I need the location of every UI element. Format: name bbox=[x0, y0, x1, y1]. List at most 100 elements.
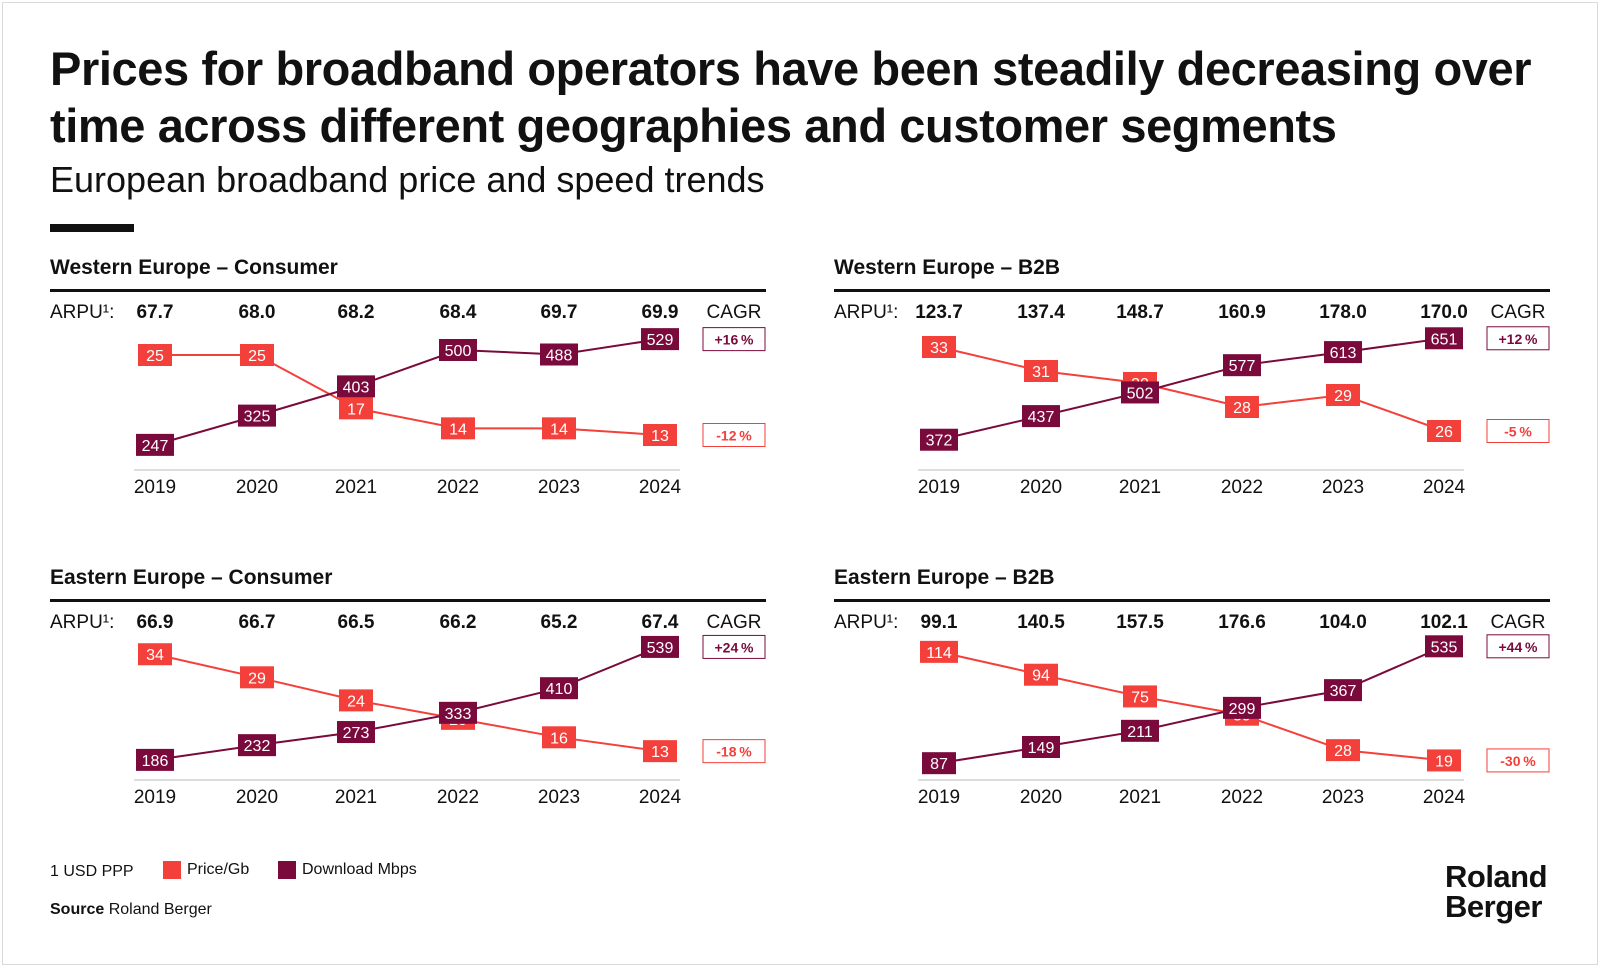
page-subtitle: European broadband price and speed trend… bbox=[50, 159, 765, 200]
data-point-price: 31 bbox=[1024, 360, 1058, 382]
data-label-box bbox=[138, 643, 172, 666]
logo-line-2: Berger bbox=[1445, 889, 1542, 924]
data-label: 24 bbox=[347, 693, 365, 710]
data-point-download: 299 bbox=[1223, 696, 1261, 719]
x-tick-label: 2019 bbox=[918, 477, 960, 498]
data-label-box bbox=[643, 740, 677, 763]
arpu-label: ARPU¹: bbox=[50, 302, 115, 323]
arpu-label: ARPU¹: bbox=[834, 302, 899, 323]
page-title: Prices for broadband operators have been… bbox=[50, 42, 1532, 152]
data-point-download: 535 bbox=[1425, 635, 1463, 658]
data-point-download: 87 bbox=[922, 752, 956, 775]
data-label: 14 bbox=[550, 421, 568, 438]
data-label: 186 bbox=[142, 753, 169, 770]
data-point-price: 114 bbox=[920, 640, 958, 663]
data-label-box bbox=[1022, 405, 1060, 428]
data-label-box bbox=[1225, 396, 1259, 418]
data-point-download: 502 bbox=[1121, 381, 1159, 404]
data-label: 29 bbox=[248, 670, 266, 687]
data-label-box bbox=[339, 689, 373, 712]
data-label: 16 bbox=[550, 730, 568, 747]
cagr-header: CAGR bbox=[1490, 302, 1546, 323]
data-label-box bbox=[542, 417, 576, 440]
data-label-box bbox=[1326, 739, 1360, 762]
series-line-price bbox=[154, 653, 661, 753]
x-tick-label: 2024 bbox=[1423, 477, 1466, 498]
data-label: 114 bbox=[926, 645, 952, 662]
data-label: 87 bbox=[930, 756, 948, 773]
data-label-box bbox=[641, 328, 679, 351]
data-point-price: 16 bbox=[542, 726, 576, 749]
panel-title: Western Europe – Consumer bbox=[50, 256, 338, 279]
data-label: 651 bbox=[1431, 331, 1458, 348]
data-label: 539 bbox=[647, 640, 674, 657]
data-point-price: 14 bbox=[441, 417, 475, 440]
data-point-price: 25 bbox=[138, 344, 172, 366]
data-label: 577 bbox=[1229, 358, 1256, 375]
cagr-header: CAGR bbox=[706, 612, 762, 633]
data-label-box bbox=[337, 375, 375, 398]
data-label: 25 bbox=[146, 348, 164, 365]
data-label: 13 bbox=[651, 744, 669, 761]
data-label-box bbox=[1223, 354, 1261, 377]
x-tick-label: 2022 bbox=[1221, 787, 1263, 808]
arpu-value: 67.7 bbox=[136, 302, 174, 323]
cagr-price: -5 % bbox=[1486, 419, 1550, 443]
data-point-price: 13 bbox=[643, 424, 677, 446]
cagr-box bbox=[702, 739, 766, 764]
arpu-value: 140.5 bbox=[1017, 612, 1065, 633]
cagr-value: -18 % bbox=[716, 744, 752, 760]
data-label: 28 bbox=[1334, 743, 1352, 760]
arpu-value: 99.1 bbox=[920, 612, 958, 633]
x-tick-label: 2022 bbox=[437, 477, 479, 498]
data-label: 613 bbox=[1330, 345, 1357, 362]
cagr-download: +12 % bbox=[1486, 326, 1550, 351]
data-label: 25 bbox=[248, 348, 266, 365]
panel-title: Western Europe – B2B bbox=[834, 256, 1061, 279]
data-label-box bbox=[339, 397, 373, 420]
panel-title: Eastern Europe – B2B bbox=[834, 566, 1055, 589]
x-tick-label: 2023 bbox=[1322, 477, 1364, 498]
series-line-price bbox=[938, 650, 1445, 762]
cagr-box bbox=[1486, 748, 1550, 773]
data-point-price: 94 bbox=[1024, 663, 1058, 686]
legend-label-download: Download Mbps bbox=[302, 861, 417, 878]
source-text: Roland Berger bbox=[108, 901, 212, 918]
panel-divider bbox=[834, 289, 1550, 292]
data-label: 211 bbox=[1127, 724, 1153, 741]
data-label-box bbox=[1427, 420, 1461, 442]
cagr-box bbox=[1486, 326, 1550, 351]
cagr-value: -12 % bbox=[716, 428, 752, 444]
data-label-box bbox=[1024, 360, 1058, 382]
logo-line-1: Roland bbox=[1445, 859, 1548, 894]
cagr-value: +24 % bbox=[715, 639, 755, 655]
data-label: 75 bbox=[1131, 689, 1149, 706]
source-line: Source Roland Berger bbox=[50, 900, 212, 920]
arpu-value: 69.9 bbox=[641, 302, 679, 323]
data-label-box bbox=[1022, 736, 1060, 758]
data-point-download: 211 bbox=[1121, 719, 1159, 742]
data-label: 94 bbox=[1032, 668, 1050, 685]
data-label-box bbox=[337, 721, 375, 744]
arpu-value: 102.1 bbox=[1420, 612, 1468, 633]
data-point-download: 247 bbox=[136, 433, 174, 456]
data-point-download: 613 bbox=[1324, 341, 1362, 364]
legend-swatch-download bbox=[278, 861, 296, 879]
x-tick-label: 2023 bbox=[538, 477, 580, 498]
data-label-box bbox=[1425, 327, 1463, 350]
data-label-box bbox=[1324, 679, 1362, 702]
data-point-price: 28 bbox=[1326, 739, 1360, 762]
data-label: 26 bbox=[1435, 424, 1453, 441]
arpu-value: 67.4 bbox=[641, 612, 679, 633]
x-tick-label: 2019 bbox=[918, 787, 960, 808]
data-label-box bbox=[1427, 749, 1461, 772]
x-tick-label: 2019 bbox=[134, 787, 176, 808]
cagr-price: -12 % bbox=[702, 423, 766, 447]
data-label-box bbox=[920, 640, 958, 663]
data-label: 535 bbox=[1431, 639, 1458, 656]
data-point-price: 24 bbox=[339, 689, 373, 712]
x-tick-label: 2024 bbox=[1423, 787, 1466, 808]
series-line-price bbox=[938, 346, 1445, 432]
data-label: 529 bbox=[647, 332, 674, 349]
arpu-value: 66.5 bbox=[337, 612, 375, 633]
